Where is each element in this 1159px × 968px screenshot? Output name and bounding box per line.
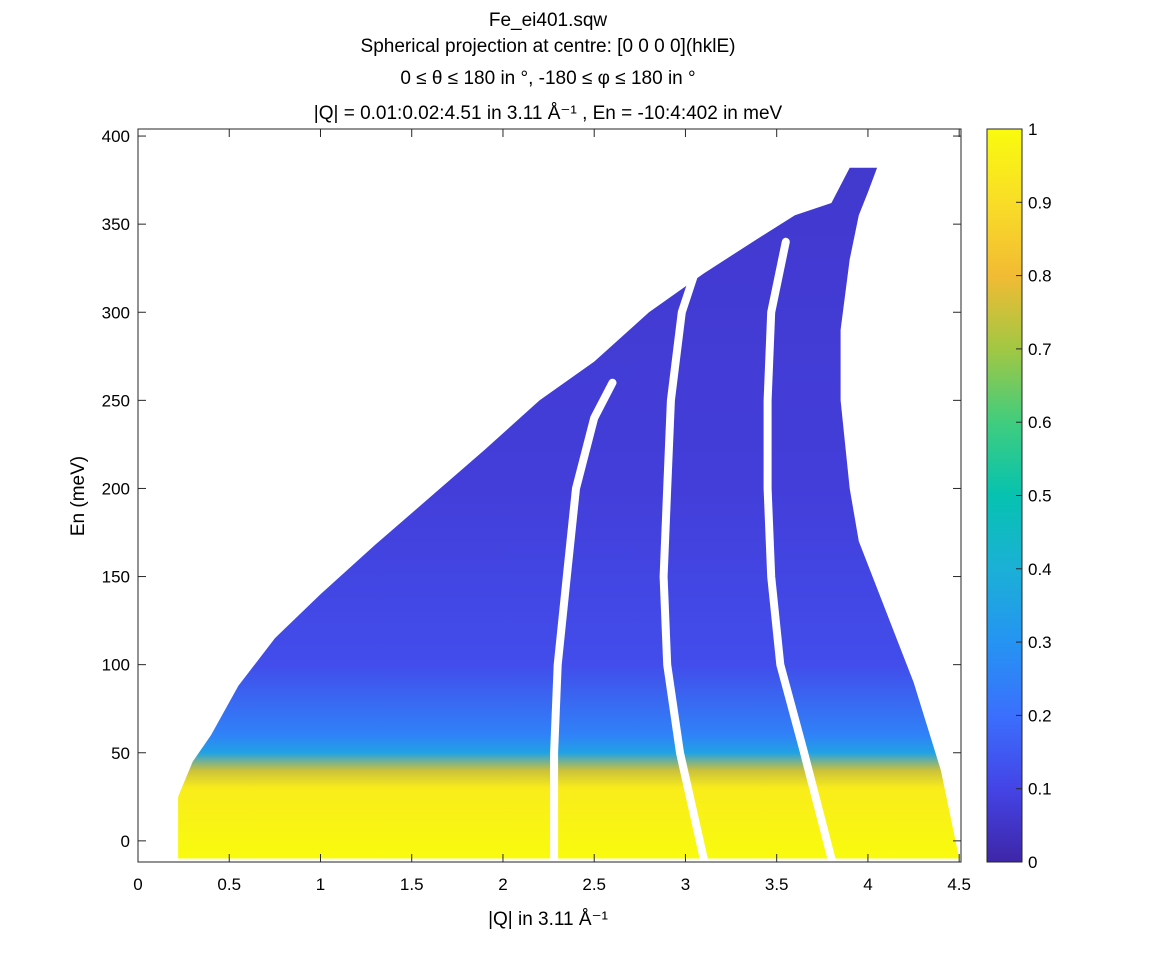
colorbar-tick-label: 0.8 xyxy=(1028,267,1052,286)
x-tick-label: 3.5 xyxy=(765,875,789,894)
x-tick-label: 2 xyxy=(498,875,507,894)
colorbar-tick-label: 0.7 xyxy=(1028,340,1052,359)
colorbar-tick-label: 0.6 xyxy=(1028,413,1052,432)
detector-gap-2 xyxy=(659,269,708,862)
x-tick-label: 4 xyxy=(863,875,872,894)
colorbar-tick-label: 0 xyxy=(1028,853,1037,872)
x-axis-label: |Q| in 3.11 Å⁻¹ xyxy=(488,909,608,930)
x-tick-label: 1.5 xyxy=(400,875,424,894)
colorbar-tick-label: 1 xyxy=(1028,120,1037,139)
x-tick-label: 2.5 xyxy=(582,875,606,894)
y-axis-label: En (meV) xyxy=(68,456,89,536)
coverage-region xyxy=(178,167,960,859)
y-tick-label: 350 xyxy=(102,215,130,234)
x-tick-label: 0 xyxy=(133,875,142,894)
colorbar-ticks: 0 0.1 0.2 0.3 0.4 0.5 0.6 0.7 0.8 0.9 1 xyxy=(1016,120,1052,872)
y-tick-label: 150 xyxy=(102,568,130,587)
colorbar-tick-label: 0.4 xyxy=(1028,560,1052,579)
x-tick-label: 3 xyxy=(681,875,690,894)
colorbar-tick-label: 0.1 xyxy=(1028,780,1052,799)
y-tick-label: 400 xyxy=(102,127,130,146)
colorbar-tick-label: 0.9 xyxy=(1028,193,1052,212)
x-tick-label: 4.5 xyxy=(947,875,971,894)
x-tick-label: 0.5 xyxy=(217,875,241,894)
heatmap-data xyxy=(178,167,960,862)
y-tick-label: 100 xyxy=(102,656,130,675)
y-tick-label: 300 xyxy=(102,303,130,322)
y-tick-label: 0 xyxy=(121,832,130,851)
title-line-1: Fe_ei401.sqw xyxy=(489,10,608,31)
title-line-4: |Q| = 0.01:0.02:4.51 in 3.11 Å⁻¹ , En = … xyxy=(314,103,783,124)
colorbar-tick-label: 0.2 xyxy=(1028,706,1052,725)
y-tick-label: 50 xyxy=(111,744,130,763)
colorbar-tick-label: 0.3 xyxy=(1028,633,1052,652)
title-line-2: Spherical projection at centre: [0 0 0 0… xyxy=(361,36,736,57)
y-tick-label: 200 xyxy=(102,479,130,498)
detector-gap-1 xyxy=(550,378,617,862)
plot-frame xyxy=(137,128,962,863)
title-line-3: 0 ≤ θ ≤ 180 in °, -180 ≤ φ ≤ 180 in ° xyxy=(400,68,695,89)
detector-gap-3 xyxy=(763,237,836,862)
y-tick-label: 250 xyxy=(102,391,130,410)
x-axis: 0 0.5 1 1.5 2 2.5 3 3.5 4 4.5 xyxy=(133,129,971,894)
x-tick-label: 1 xyxy=(316,875,325,894)
colorbar-tick-label: 0.5 xyxy=(1028,487,1052,506)
y-axis: 0 50 100 150 200 250 300 350 400 xyxy=(102,127,961,851)
